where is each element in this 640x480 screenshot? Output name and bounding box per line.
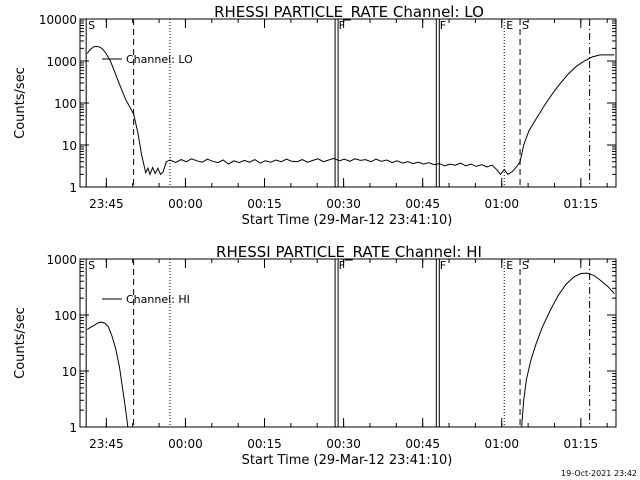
x-tick-label: 00:15 [247, 437, 282, 451]
panel-lo: RHESSI PARTICLE_RATE Channel: LO 1 10 100 10… [13, 3, 617, 228]
event-marker-label: F [440, 19, 446, 32]
y-tick-label: 10000 [39, 13, 77, 27]
x-axis-label: Start Time (29-Mar-12 23:41:10) [242, 213, 453, 228]
series-line [86, 321, 129, 428]
y-tick-label: 100 [54, 97, 77, 111]
x-tick-label: 01:15 [564, 197, 599, 211]
x-tick-label: 01:00 [484, 437, 519, 451]
x-tick-label: 00:45 [405, 437, 440, 451]
y-tick-label: 10 [62, 365, 77, 379]
panel-hi: RHESSI PARTICLE_RATE Channel: HI 1 10 100 10… [13, 243, 617, 468]
x-axis-label: Start Time (29-Mar-12 23:41:10) [242, 453, 453, 468]
event-marker-label: E [506, 19, 513, 32]
event-marker-label: F [339, 19, 345, 32]
event-marker-label: S [522, 259, 529, 272]
y-tick-label: 100 [54, 309, 77, 323]
x-tick-label: 23:45 [89, 437, 124, 451]
timestamp: 19-Oct-2021 23:42 [561, 469, 637, 478]
x-tick-label: 00:30 [326, 437, 361, 451]
event-marker-label: S [88, 259, 95, 272]
y-tick-label: 10 [62, 139, 77, 153]
x-tick-label: 00:00 [168, 437, 203, 451]
legend-label: Channel: HI [126, 293, 190, 306]
x-tick-label: 00:30 [326, 197, 361, 211]
x-tick-label: 01:15 [564, 437, 599, 451]
x-tick-label: 00:00 [168, 197, 203, 211]
event-marker-label: F [440, 259, 446, 272]
series-line [521, 272, 615, 428]
chart-title: RHESSI PARTICLE_RATE Channel: HI [216, 243, 482, 262]
y-tick-label: 1 [69, 181, 77, 195]
x-tick-label: 23:45 [89, 197, 124, 211]
y-tick-label: 1000 [46, 253, 77, 267]
x-tick-label: 01:00 [484, 197, 519, 211]
chart-title: RHESSI PARTICLE_RATE Channel: LO [214, 3, 484, 22]
event-marker-label: E [506, 259, 513, 272]
y-axis-label: Counts/sec [13, 307, 28, 379]
x-tick-label: 00:45 [405, 197, 440, 211]
y-tick-label: 1 [69, 421, 77, 435]
event-marker-label: S [522, 19, 529, 32]
y-tick-label: 1000 [46, 55, 77, 69]
event-marker-label: S [88, 19, 95, 32]
series-line [86, 46, 615, 176]
plot-frame [79, 258, 617, 428]
y-axis-label: Counts/sec [13, 67, 28, 139]
legend-label: Channel: LO [126, 53, 193, 66]
event-marker-label: F [339, 259, 345, 272]
x-tick-label: 00:15 [247, 197, 282, 211]
plot-frame [79, 18, 617, 188]
